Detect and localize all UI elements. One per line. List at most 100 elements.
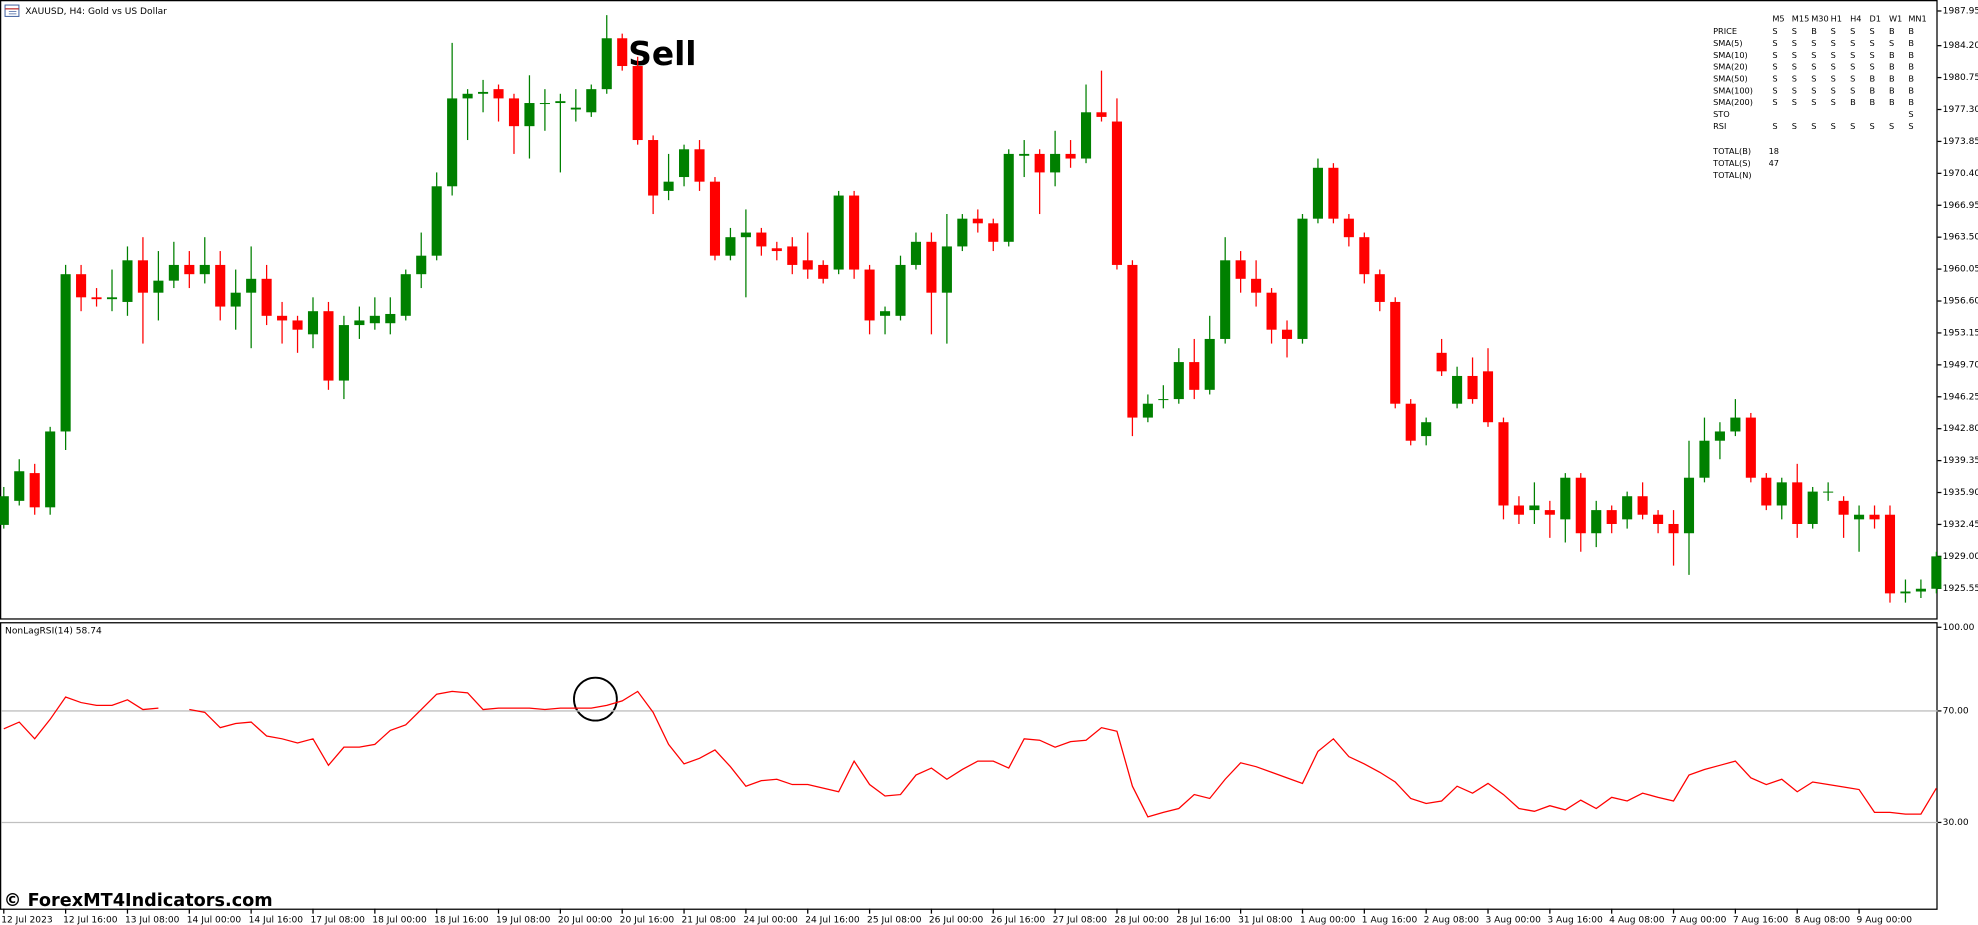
signal-cell: S: [1772, 50, 1777, 60]
candle-body: [539, 103, 550, 105]
candle-body: [1111, 121, 1123, 265]
candle-body: [354, 320, 365, 326]
signal-cell: S: [1831, 50, 1836, 60]
candle-body: [879, 311, 891, 316]
y-tick-label: 1977.30: [1943, 105, 1978, 115]
signal-cell: S: [1792, 50, 1797, 60]
signal-cell: S: [1811, 50, 1816, 60]
y-tick-label: 1946.25: [1943, 392, 1978, 402]
signal-cell: S: [1811, 38, 1816, 48]
y-tick-label: 1939.35: [1943, 456, 1978, 466]
candle-body: [1931, 556, 1942, 589]
candle-body: [1884, 514, 1896, 594]
signal-cell: S: [1772, 26, 1777, 36]
candle-body: [478, 91, 489, 94]
table-header: M30: [1811, 13, 1828, 23]
x-tick-label: 7 Aug 16:00: [1733, 915, 1789, 925]
candle-body: [60, 274, 71, 432]
x-tick-label: 12 Jul 16:00: [63, 915, 118, 925]
candle-body: [833, 195, 844, 270]
y-tick-label: 1932.45: [1943, 520, 1978, 530]
row-label: SMA(5): [1713, 38, 1742, 48]
signal-cell: B: [1870, 85, 1876, 95]
signal-cell: B: [1850, 97, 1856, 107]
y-tick-label: 1949.70: [1943, 360, 1978, 370]
candle-body: [910, 241, 922, 265]
candle-body: [1096, 112, 1107, 117]
signal-cell: B: [1889, 50, 1895, 60]
row-label: SMA(50): [1713, 73, 1748, 83]
candle-body: [725, 237, 736, 256]
y-tick-label: 1970.40: [1943, 169, 1978, 179]
candle-body: [1869, 514, 1880, 520]
signal-cell: S: [1772, 97, 1777, 107]
total-label: TOTAL(B): [1712, 146, 1751, 156]
candle-body: [524, 103, 535, 127]
candle-body: [941, 246, 952, 293]
x-tick-label: 18 Jul 00:00: [372, 915, 427, 925]
signal-cell: B: [1908, 85, 1914, 95]
signal-cell: S: [1831, 73, 1836, 83]
row-label: STO: [1713, 109, 1730, 119]
candle-body: [400, 274, 411, 316]
signal-cell: S: [1850, 121, 1855, 131]
signal-cell: B: [1889, 85, 1895, 95]
signal-cell: B: [1889, 62, 1895, 72]
candle-body: [1575, 477, 1586, 534]
candle-body: [586, 89, 597, 113]
x-tick-label: 3 Aug 16:00: [1547, 915, 1603, 925]
candle-body: [493, 89, 504, 99]
candle-body: [338, 325, 349, 381]
candle-body: [261, 278, 272, 316]
candle-body: [709, 181, 721, 256]
signal-cell: S: [1850, 38, 1855, 48]
signal-cell: S: [1850, 73, 1855, 83]
candle-body: [1761, 477, 1772, 506]
candle-body: [292, 320, 303, 330]
row-label: SMA(10): [1713, 50, 1748, 60]
signal-cell: S: [1811, 121, 1816, 131]
candle-body: [431, 186, 442, 256]
candle-body: [1745, 417, 1756, 478]
candle-body: [1050, 153, 1061, 173]
candle-body: [1281, 329, 1293, 339]
y-tick-label: 100.00: [1943, 623, 1975, 633]
x-tick-label: 3 Aug 00:00: [1485, 915, 1541, 925]
x-tick-label: 28 Jul 16:00: [1176, 915, 1231, 925]
row-label: SMA(20): [1713, 62, 1748, 72]
candle-body: [555, 101, 566, 104]
candle-body: [230, 292, 241, 307]
candle-body: [972, 218, 983, 224]
candle-body: [153, 280, 164, 293]
candle-body: [802, 260, 813, 270]
candle-body: [1019, 153, 1030, 156]
x-tick-label: 1 Aug 16:00: [1362, 915, 1418, 925]
signal-cell: S: [1850, 26, 1855, 36]
x-tick-label: 18 Jul 16:00: [434, 915, 489, 925]
candle-body: [663, 181, 674, 191]
signal-cell: B: [1908, 73, 1914, 83]
candle-body: [45, 431, 56, 508]
candle-body: [1900, 591, 1911, 594]
candle-body: [617, 38, 628, 67]
y-tick-label: 1942.80: [1943, 424, 1978, 434]
candle-body: [1374, 274, 1385, 302]
signal-cell: S: [1831, 26, 1836, 36]
candle-body: [1637, 496, 1648, 515]
candle-body: [1436, 352, 1447, 372]
candle-body: [1142, 403, 1153, 418]
candle-body: [1452, 375, 1463, 404]
signal-cell: B: [1811, 26, 1817, 36]
y-tick-label: 30.00: [1943, 818, 1969, 828]
signal-cell: S: [1870, 50, 1875, 60]
x-tick-label: 13 Jul 08:00: [125, 915, 180, 925]
candle-body: [988, 223, 999, 242]
signal-cell: S: [1908, 121, 1913, 131]
candle-body: [199, 264, 210, 275]
candle-body: [1189, 362, 1200, 390]
y-tick-label: 1980.75: [1943, 73, 1978, 83]
x-tick-label: 7 Aug 00:00: [1671, 915, 1727, 925]
signal-cell: B: [1889, 97, 1895, 107]
x-tick-label: 4 Aug 08:00: [1609, 915, 1665, 925]
signal-cell: S: [1831, 38, 1836, 48]
